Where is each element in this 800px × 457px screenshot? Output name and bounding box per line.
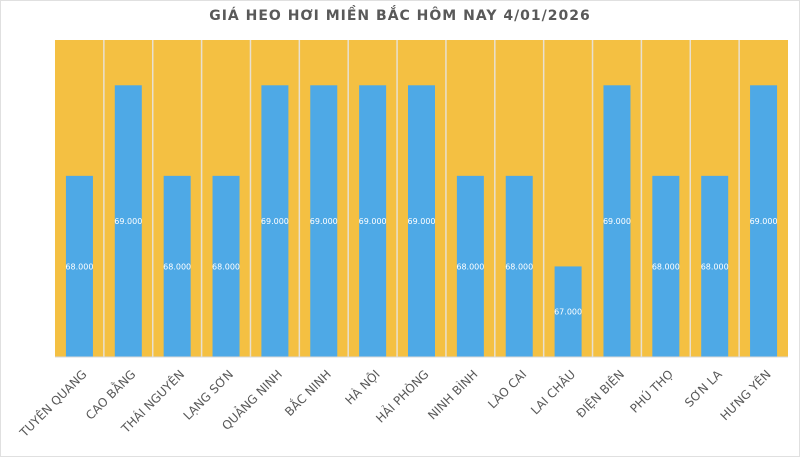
bar — [456, 175, 484, 357]
data-label: 69.000 — [114, 217, 142, 226]
bar — [554, 266, 582, 357]
bar — [701, 175, 729, 357]
category-label: LÀO CAI — [485, 367, 530, 412]
category-label: SƠN LA — [682, 367, 725, 410]
bar — [212, 175, 240, 357]
data-label: 68.000 — [456, 262, 484, 271]
data-label: 67.000 — [554, 308, 582, 317]
data-label: 68.000 — [163, 262, 191, 271]
data-label: 69.000 — [261, 217, 289, 226]
data-label: 68.000 — [65, 262, 93, 271]
data-label: 69.000 — [310, 217, 338, 226]
category-label: HÀ NỘI — [342, 367, 383, 408]
data-label: 68.000 — [505, 262, 533, 271]
data-label: 68.000 — [212, 262, 240, 271]
data-label: 69.000 — [408, 217, 436, 226]
data-label: 69.000 — [359, 217, 387, 226]
category-label: NINH BÌNH — [425, 367, 481, 423]
data-label: 68.000 — [701, 262, 729, 271]
bar — [163, 175, 191, 357]
data-label: 69.000 — [750, 217, 778, 226]
bar — [408, 85, 435, 358]
bar — [652, 175, 680, 357]
bar — [603, 85, 631, 358]
category-label: LAI CHÂU — [527, 367, 578, 418]
bar — [310, 85, 338, 358]
category-label: ĐIỆN BIÊN — [573, 367, 627, 421]
category-label: HẢI PHÒNG — [372, 366, 432, 426]
data-label: 69.000 — [603, 217, 631, 226]
category-label: HƯNG YÊN — [717, 367, 774, 424]
category-label: BẮC NINH — [281, 366, 334, 419]
bar — [114, 85, 142, 358]
bar — [261, 85, 289, 358]
category-label: PHÚ THỌ — [627, 367, 676, 416]
chart-title: GIÁ HEO HƠI MIỀN BẮC HÔM NAY 4/01/2026 — [209, 8, 591, 24]
category-label: TUYÊN QUANG — [16, 367, 90, 441]
bar — [750, 85, 778, 358]
bar — [65, 175, 93, 357]
bar — [359, 85, 387, 358]
bar — [505, 175, 533, 357]
data-label: 68.000 — [652, 262, 680, 271]
